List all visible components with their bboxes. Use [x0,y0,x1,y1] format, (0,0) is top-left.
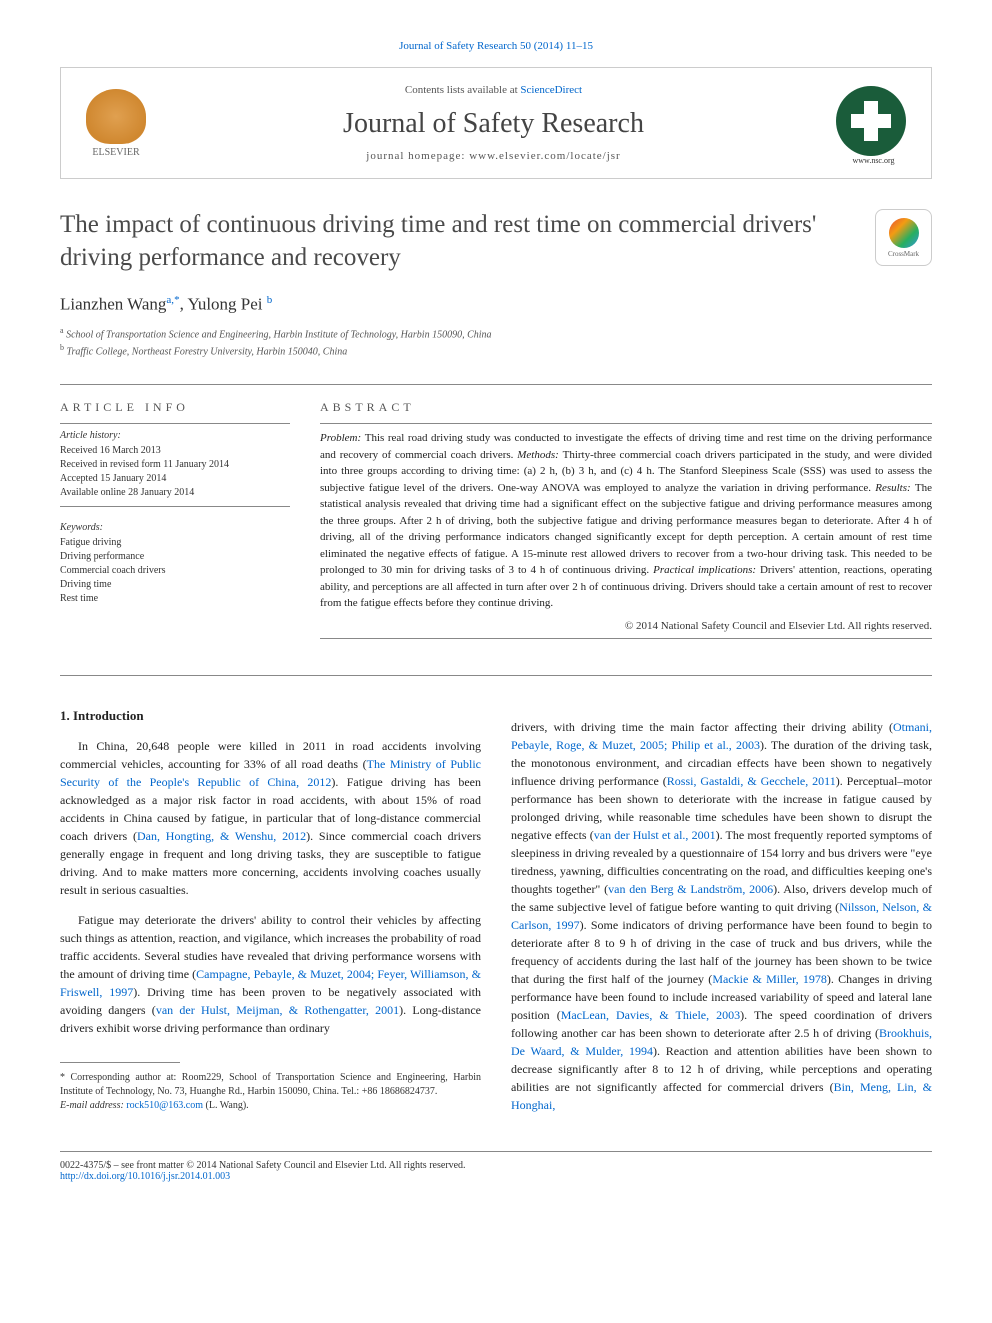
abstract-copyright: © 2014 National Safety Council and Elsev… [320,620,932,632]
abstract-divider [320,423,932,424]
info-abstract-row: ARTICLE INFO Article history: Received 1… [60,400,932,645]
body-column-right: drivers, with driving time the main fact… [511,706,932,1126]
history-revised: Received in revised form 11 January 2014 [60,458,290,472]
cite-mackie[interactable]: Mackie & Miller, 1978 [712,972,827,986]
doi-link[interactable]: http://dx.doi.org/10.1016/j.jsr.2014.01.… [60,1171,932,1182]
page-container: Journal of Safety Research 50 (2014) 11–… [0,0,992,1222]
history-accepted: Accepted 15 January 2014 [60,472,290,486]
author-2: Yulong Pei [187,295,266,314]
intro-para-2: Fatigue may deteriorate the drivers' abi… [60,911,481,1037]
introduction-heading: 1. Introduction [60,706,481,726]
keyword-1: Fatigue driving [60,536,290,550]
intro-para-2-cont: drivers, with driving time the main fact… [511,718,932,1114]
affiliation-b: b Traffic College, Northeast Forestry Un… [60,342,932,359]
affil-text-a: School of Transportation Science and Eng… [64,329,492,340]
cite-rossi[interactable]: Rossi, Gastaldi, & Gecchele, 2011 [667,774,836,788]
homepage-url[interactable]: www.elsevier.com/locate/jsr [469,150,621,162]
cite-vanderhulst[interactable]: van der Hulst, Meijman, & Rothengatter, … [156,1003,399,1017]
abstract-results: The statistical analysis revealed that d… [320,482,932,577]
nsc-url-label: www.nsc.org [836,156,911,165]
affiliation-a: a School of Transportation Science and E… [60,325,932,342]
keyword-2: Driving performance [60,550,290,564]
author-2-affil-sup: b [267,294,273,306]
abstract-heading: ABSTRACT [320,400,932,415]
divider-top [60,384,932,385]
header-center: Contents lists available at ScienceDirec… [151,84,836,162]
info-divider-1 [60,423,290,424]
c2-text-a: drivers, with driving time the main fact… [511,720,893,734]
email-footnote: E-mail address: rock510@163.com (L. Wang… [60,1099,481,1113]
abstract-column: ABSTRACT Problem: This real road driving… [320,400,932,645]
issn-copyright: 0022-4375/$ – see front matter © 2014 Na… [60,1160,932,1171]
affiliations: a School of Transportation Science and E… [60,325,932,360]
page-footer: 0022-4375/$ – see front matter © 2014 Na… [60,1151,932,1182]
elsevier-logo[interactable]: ELSEVIER [81,83,151,163]
history-online: Available online 28 January 2014 [60,486,290,500]
title-row: The impact of continuous driving time an… [60,209,932,274]
keyword-3: Commercial coach drivers [60,564,290,578]
corr-label: * Corresponding author at: [60,1072,182,1083]
keywords-label: Keywords: [60,522,290,533]
article-info-heading: ARTICLE INFO [60,400,290,415]
nsc-circle-icon [836,86,906,156]
sciencedirect-link[interactable]: ScienceDirect [520,84,582,96]
homepage-label: journal homepage: [366,150,469,162]
info-divider-2 [60,506,290,507]
body-column-left: 1. Introduction In China, 20,648 people … [60,706,481,1126]
crossmark-label: CrossMark [888,250,919,258]
abstract-problem-label: Problem: [320,432,365,444]
abstract-results-label: Results: [875,482,915,494]
journal-name: Journal of Safety Research [151,108,836,140]
cite-dan[interactable]: Dan, Hongting, & Wenshu, 2012 [137,829,306,843]
abstract-methods-label: Methods: [517,449,562,461]
history-received: Received 16 March 2013 [60,444,290,458]
divider-mid [60,675,932,676]
article-info-column: ARTICLE INFO Article history: Received 1… [60,400,290,645]
article-title: The impact of continuous driving time an… [60,209,875,274]
email-link[interactable]: rock510@163.com [126,1100,203,1111]
keyword-4: Driving time [60,578,290,592]
nsc-logo[interactable]: www.nsc.org [836,86,911,161]
footnote-separator [60,1062,180,1063]
author-1-affil-sup: a, [166,294,174,306]
elsevier-tree-icon [86,89,146,144]
abstract-text: Problem: This real road driving study wa… [320,430,932,612]
history-label: Article history: [60,430,290,441]
abstract-practical-label: Practical implications: [653,564,760,576]
cite-vandenberg[interactable]: van den Berg & Landström, 2006 [608,882,773,896]
email-label: E-mail address: [60,1100,126,1111]
contents-list-text: Contents lists available at ScienceDirec… [151,84,836,96]
email-suffix: (L. Wang). [203,1100,249,1111]
cite-vanderhulst2[interactable]: van der Hulst et al., 2001 [594,828,716,842]
crossmark-icon [889,218,919,248]
cite-maclean[interactable]: MacLean, Davies, & Thiele, 2003 [561,1008,740,1022]
nsc-cross-icon [851,101,891,141]
journal-citation-link[interactable]: Journal of Safety Research 50 (2014) 11–… [60,40,932,52]
journal-header-box: ELSEVIER Contents lists available at Sci… [60,67,932,179]
elsevier-label: ELSEVIER [92,147,139,158]
author-1: Lianzhen Wang [60,295,166,314]
affil-text-b: Traffic College, Northeast Forestry Univ… [64,346,347,357]
contents-label: Contents lists available at [405,84,520,96]
crossmark-badge[interactable]: CrossMark [875,209,932,266]
journal-homepage: journal homepage: www.elsevier.com/locat… [151,150,836,162]
keyword-5: Rest time [60,592,290,606]
intro-para-1: In China, 20,648 people were killed in 2… [60,737,481,899]
body-columns: 1. Introduction In China, 20,648 people … [60,706,932,1126]
corresponding-footnote: * Corresponding author at: Room229, Scho… [60,1071,481,1099]
authors-line: Lianzhen Wanga,*, Yulong Pei b [60,294,932,315]
abstract-bottom-divider [320,638,932,639]
